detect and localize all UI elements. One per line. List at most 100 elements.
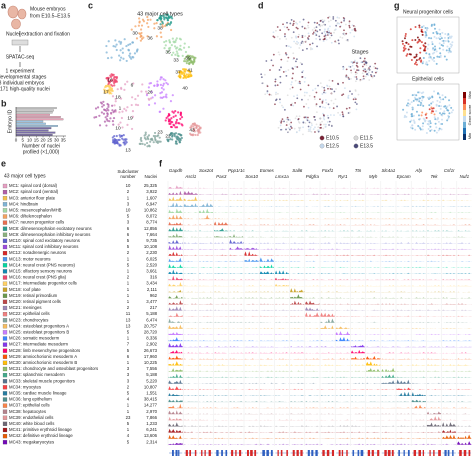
- umap-point: [304, 76, 307, 79]
- umap-point: [264, 93, 267, 96]
- umap-point: [440, 118, 443, 121]
- x-tick-label: 30: [54, 138, 60, 143]
- accessibility-track: [350, 267, 366, 268]
- umap-point: [157, 83, 160, 87]
- accessibility-track: [183, 383, 198, 384]
- umap-point: [422, 60, 425, 63]
- accessibility-track: [426, 382, 442, 384]
- umap-point: [178, 37, 181, 40]
- umap-point: [113, 84, 116, 87]
- umap-point: [328, 85, 331, 88]
- subcluster-count: 6: [127, 232, 130, 237]
- umap-point: [442, 98, 445, 101]
- accessibility-track: [198, 279, 214, 281]
- accessibility-track: [457, 370, 472, 372]
- umap-point: [279, 98, 281, 101]
- accessibility-track: [426, 411, 442, 415]
- umap-point: [288, 123, 291, 126]
- nuclei-count: 9,735: [146, 238, 157, 243]
- umap-point: [361, 61, 364, 64]
- bar: [15, 131, 56, 134]
- umap-point: [435, 31, 438, 34]
- umap-point: [171, 37, 174, 40]
- subcluster-count: 1: [127, 299, 130, 304]
- accessibility-track: [381, 291, 396, 293]
- accessibility-track: [198, 394, 214, 396]
- umap-point: [351, 64, 354, 67]
- accessibility-track: [198, 346, 214, 348]
- umap-point: [438, 105, 441, 108]
- accessibility-track: [168, 282, 183, 287]
- umap-point: [123, 143, 126, 146]
- umap-point: [166, 83, 169, 86]
- exon: [296, 450, 299, 456]
- cluster-label: 35: [165, 49, 171, 55]
- umap-point: [407, 102, 410, 105]
- umap-point: [315, 111, 318, 114]
- umap-point: [332, 102, 335, 105]
- umap-point: [281, 104, 283, 107]
- umap-point: [165, 96, 168, 99]
- accessibility-track: [335, 206, 350, 207]
- umap-point: [438, 42, 441, 45]
- accessibility-track: [350, 199, 366, 201]
- umap-point: [323, 86, 326, 89]
- nuclei-count: 7,556: [146, 366, 157, 371]
- accessibility-track: [411, 309, 426, 311]
- accessibility-track: [366, 431, 381, 433]
- umap-point: [328, 30, 331, 33]
- umap-point: [119, 121, 122, 124]
- accessibility-track: [274, 212, 290, 213]
- umap-point: [169, 138, 172, 141]
- accessibility-track: [411, 291, 426, 293]
- nuclei-count: 28,720: [144, 330, 158, 335]
- umap-point: [323, 19, 326, 22]
- panel-label: e: [1, 158, 6, 168]
- accessibility-track: [442, 291, 457, 293]
- umap-point: [424, 63, 427, 66]
- umap-point: [297, 121, 300, 123]
- cell-type-name: MC30: amniochorionic mesoderm B: [9, 360, 77, 365]
- accessibility-track: [320, 407, 335, 409]
- accessibility-track: [442, 206, 457, 207]
- umap-point: [362, 60, 365, 63]
- cluster-label: 13: [125, 147, 131, 153]
- accessibility-track: [335, 336, 350, 342]
- umap-point: [438, 93, 441, 96]
- exon: [387, 450, 391, 456]
- color-swatch: [2, 318, 8, 323]
- umap-point: [113, 137, 116, 141]
- umap-point: [324, 106, 326, 109]
- accessibility-track: [259, 358, 274, 360]
- cluster-label: 19: [127, 115, 133, 121]
- umap-point: [323, 23, 325, 26]
- umap-point: [448, 35, 451, 38]
- accessibility-track: [259, 334, 274, 335]
- umap-point: [260, 76, 263, 79]
- cell-type-name: MC16: neural crest (PNS glia): [9, 275, 67, 280]
- umap-point: [129, 52, 132, 55]
- umap-point: [315, 34, 318, 36]
- accessibility-track: [350, 285, 366, 287]
- umap-point: [168, 122, 171, 125]
- accessibility-track: [214, 389, 229, 390]
- umap-point: [155, 35, 158, 38]
- accessibility-track: [411, 224, 426, 226]
- accessibility-track: [244, 407, 259, 409]
- umap-point: [104, 85, 107, 88]
- accessibility-track: [381, 199, 396, 201]
- umap-point: [303, 27, 306, 30]
- exon: [307, 450, 310, 456]
- accessibility-track: [366, 273, 381, 274]
- accessibility-track: [350, 273, 366, 274]
- accessibility-track: [381, 340, 396, 342]
- accessibility-track: [320, 279, 335, 281]
- umap-point: [448, 99, 451, 102]
- gene-name: Ascl1: [184, 174, 197, 179]
- umap-point: [424, 30, 427, 33]
- umap-point: [421, 111, 424, 114]
- accessibility-track: [457, 242, 472, 244]
- accessibility-track: [381, 242, 396, 244]
- accessibility-track: [335, 443, 350, 445]
- accessibility-track: [183, 370, 198, 372]
